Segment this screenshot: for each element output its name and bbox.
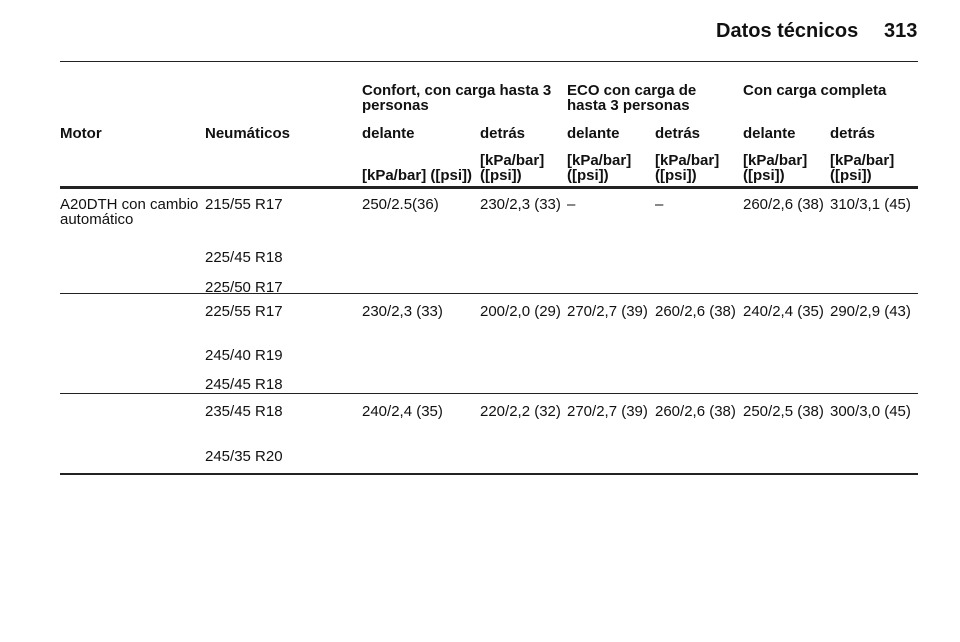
column-header: delante xyxy=(743,125,796,142)
pressure: 300/3,0 (45) xyxy=(830,403,911,420)
pressure: 250/2.5(36) xyxy=(362,196,439,213)
unit-header: [kPa/bar] ([psi]) xyxy=(567,152,632,184)
pressure: 200/2,0 (29) xyxy=(480,303,561,320)
tire: 245/45 R18 xyxy=(205,376,283,393)
unit-header: [kPa/bar] ([psi]) xyxy=(480,152,545,184)
tire: 225/50 R17 xyxy=(205,279,283,296)
pressure: 310/3,1 (45) xyxy=(830,196,911,213)
pressure: 260/2,6 (38) xyxy=(743,196,824,213)
pressure: 290/2,9 (43) xyxy=(830,303,911,320)
group-header: Con carga completa xyxy=(743,82,887,99)
unit-header: [kPa/bar] ([psi]) xyxy=(743,152,808,184)
column-header: Motor xyxy=(60,125,102,142)
group-header: ECO con carga de hasta 3 personas xyxy=(567,82,697,114)
column-header: detrás xyxy=(480,125,526,142)
pressure: 240/2,4 (35) xyxy=(743,303,824,320)
pressure: 270/2,7 (39) xyxy=(567,403,648,420)
pressure: – xyxy=(567,196,576,213)
pressure: 270/2,7 (39) xyxy=(567,303,648,320)
unit-header: [kPa/bar] ([psi]) xyxy=(830,152,895,184)
unit-header: [kPa/bar] ([psi]) xyxy=(362,167,473,184)
pressure: – xyxy=(655,196,664,213)
row-rule xyxy=(60,393,918,394)
row-rule xyxy=(60,473,918,475)
row-rule xyxy=(60,186,918,189)
group-header: Confort, con carga hasta 3 personas xyxy=(362,82,552,114)
unit-header: [kPa/bar] ([psi]) xyxy=(655,152,720,184)
pressure: 240/2,4 (35) xyxy=(362,403,443,420)
column-header: Neumáticos xyxy=(205,125,291,142)
column-header: delante xyxy=(362,125,415,142)
tire: 215/55 R17 xyxy=(205,196,283,213)
column-header: delante xyxy=(567,125,620,142)
tire: 245/40 R19 xyxy=(205,347,283,364)
pressure: 250/2,5 (38) xyxy=(743,403,824,420)
pressure: 230/2,3 (33) xyxy=(362,303,443,320)
header-rule xyxy=(60,61,918,62)
pressure: 220/2,2 (32) xyxy=(480,403,561,420)
page-number: 313 xyxy=(884,20,918,42)
column-header: detrás xyxy=(830,125,876,142)
tire: 245/35 R20 xyxy=(205,448,283,465)
tire: 225/55 R17 xyxy=(205,303,283,320)
page-title: Datos técnicos xyxy=(716,20,859,42)
tire: 225/45 R18 xyxy=(205,249,283,266)
column-header: detrás xyxy=(655,125,701,142)
motor: A20DTH con cambio automático xyxy=(60,196,199,228)
tire: 235/45 R18 xyxy=(205,403,283,420)
pressure: 260/2,6 (38) xyxy=(655,303,736,320)
pressure: 230/2,3 (33) xyxy=(480,196,561,213)
row-rule xyxy=(60,293,918,294)
pressure: 260/2,6 (38) xyxy=(655,403,736,420)
